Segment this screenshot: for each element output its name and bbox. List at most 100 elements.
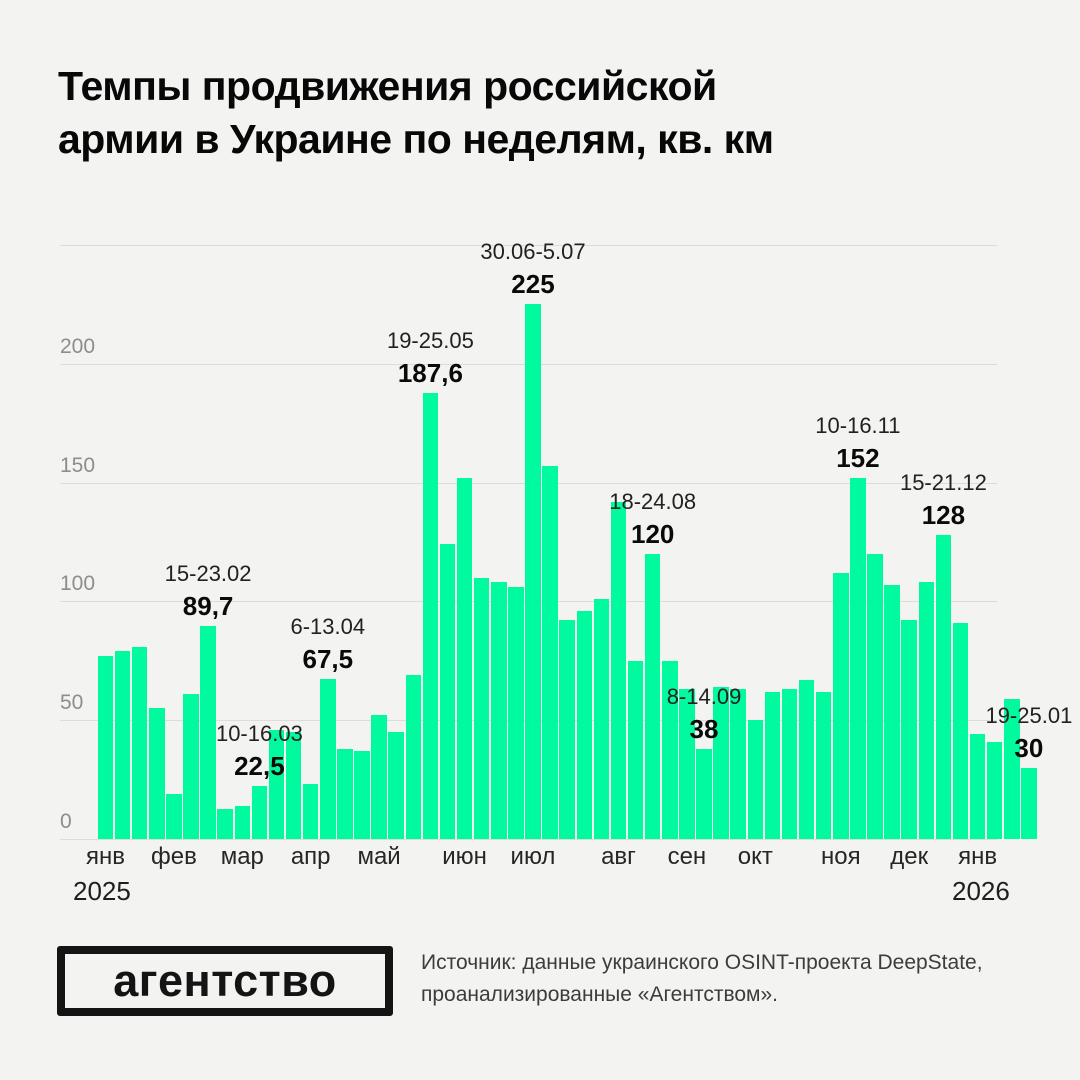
bar <box>97 656 114 839</box>
bar <box>183 694 199 839</box>
source-note-line1: Источник: данные украинского OSINT-проек… <box>421 951 983 974</box>
bar <box>268 729 285 839</box>
bar <box>901 620 917 839</box>
bar <box>713 686 729 839</box>
bar <box>114 651 131 839</box>
chart-title-line1: Темпы продвижения российской <box>58 63 717 109</box>
x-month-label-ноя: ноя <box>820 843 861 870</box>
bar <box>986 741 1003 839</box>
bar <box>764 691 781 839</box>
bar <box>371 715 387 839</box>
bar <box>935 534 952 839</box>
bar <box>439 544 456 839</box>
annotation-10-16.03: 10-16.03 22,5 <box>216 721 303 782</box>
bar <box>833 572 849 839</box>
annotation-19-25.05: 19-25.05 187,6 <box>387 328 474 389</box>
bar <box>542 465 558 839</box>
bar <box>388 732 404 839</box>
x-month-label-мар: мар <box>220 843 264 870</box>
source-note-line2: проанализированные «Агентством». <box>421 983 778 1006</box>
annotation-date: 19-25.01 <box>985 702 1073 728</box>
bar <box>593 599 610 839</box>
bar <box>1004 698 1020 839</box>
annotation-value: 187,6 <box>397 358 463 389</box>
bar <box>320 678 336 839</box>
annotation-value: 30 <box>1014 732 1044 763</box>
bar <box>217 809 233 839</box>
bar <box>576 610 593 839</box>
annotation-value: 22,5 <box>234 750 285 781</box>
y-tick-label-200: 200 <box>60 334 96 358</box>
chart-title: Темпы продвижения российской армии в Укр… <box>58 60 1018 166</box>
annotation-date: 15-23.02 <box>164 560 252 586</box>
bar <box>525 304 541 839</box>
y-tick-label-150: 150 <box>60 453 96 477</box>
x-month-label-янв: янв <box>86 843 125 870</box>
annotation-30.06-5.07: 30.06-5.07 225 <box>480 239 585 300</box>
annotation-19-25.01: 19-25.01 30 <box>985 703 1072 764</box>
y-tick-label-100: 100 <box>60 572 96 596</box>
x-month-label-май: май <box>357 843 401 870</box>
annotation-date: 6-13.04 <box>290 613 366 639</box>
year-label-2025: 2025 <box>73 876 131 906</box>
x-month-label-авг: авг <box>601 843 636 870</box>
annotation-value: 38 <box>689 713 719 744</box>
bar <box>251 785 268 839</box>
annotation-date: 30.06-5.07 <box>480 239 586 265</box>
bar <box>559 620 575 839</box>
bar <box>166 793 182 839</box>
bar <box>781 689 798 839</box>
bar <box>149 708 165 839</box>
annotation-value: 128 <box>921 499 966 530</box>
y-tick-label-0: 0 <box>60 810 72 833</box>
annotation-date: 8-14.09 <box>666 683 742 709</box>
bar <box>610 501 627 839</box>
x-month-label-сен: сен <box>667 843 707 870</box>
x-month-label-янв: янв <box>958 843 998 870</box>
bar <box>285 732 302 839</box>
annotation-15-21.12: 15-21.12 128 <box>900 470 987 531</box>
annotation-6-13.04: 6-13.04 67,5 <box>290 614 365 675</box>
bar <box>491 582 507 839</box>
y-gridline-250 <box>60 245 997 246</box>
annotation-value: 89,7 <box>182 590 234 621</box>
y-tick-label-50: 50 <box>60 691 84 715</box>
bar <box>302 784 319 839</box>
bar <box>730 689 746 839</box>
bar <box>884 584 900 839</box>
chart-title-line2: армии в Украине по неделям, кв. км <box>58 116 774 162</box>
bar <box>405 675 422 839</box>
annotation-value: 225 <box>511 269 555 300</box>
bar <box>798 679 815 839</box>
source-note: Источник: данные украинского OSINT-проек… <box>421 947 983 1011</box>
y-gridline-0 <box>60 839 997 840</box>
annotation-18-24.08: 18-24.08 120 <box>609 489 696 550</box>
annotation-value: 67,5 <box>302 643 354 674</box>
bar <box>131 646 148 839</box>
bar <box>952 622 969 839</box>
bar <box>644 553 661 839</box>
bar <box>1021 767 1037 839</box>
annotation-15-23.02: 15-23.02 89,7 <box>165 561 252 622</box>
year-label-2026: 2026 <box>952 876 1010 906</box>
bar <box>508 587 524 839</box>
annotation-10-16.11: 10-16.11 152 <box>815 413 900 474</box>
annotation-date: 18-24.08 <box>609 488 697 514</box>
annotation-date: 10-16.11 <box>815 412 901 438</box>
agentstvo-logo: агентство <box>57 946 393 1016</box>
annotation-date: 10-16.03 <box>215 720 303 746</box>
bar <box>627 660 644 839</box>
bar <box>456 477 473 839</box>
bar <box>473 577 490 839</box>
x-month-label-дек: дек <box>890 843 929 870</box>
x-month-label-июн: июн <box>442 843 487 870</box>
bar <box>867 553 883 839</box>
bar <box>815 691 832 839</box>
annotation-value: 120 <box>630 518 675 549</box>
annotation-value: 152 <box>836 442 880 473</box>
bar <box>234 805 251 839</box>
agentstvo-logo-text: агентство <box>113 955 337 1006</box>
bar <box>747 720 764 839</box>
bar <box>918 582 935 839</box>
